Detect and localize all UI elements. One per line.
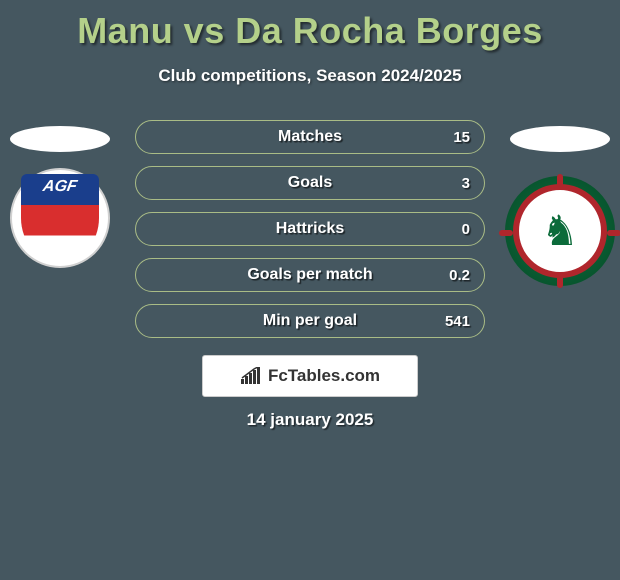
team-left-crest: AGF xyxy=(10,168,110,268)
wheel-peg-icon xyxy=(607,230,620,236)
lion-icon: ♞ xyxy=(541,210,579,252)
brand-box[interactable]: FcTables.com xyxy=(202,355,418,397)
stat-label: Goals xyxy=(288,174,332,192)
wheel-peg-icon xyxy=(557,174,563,188)
player-right-silhouette xyxy=(510,126,610,152)
wheel-peg-icon xyxy=(499,230,513,236)
stat-row: Matches 15 xyxy=(135,120,485,154)
stat-row: Goals 3 xyxy=(135,166,485,200)
stat-right-value: 0 xyxy=(462,221,470,238)
team-right-column: ♞ xyxy=(500,120,620,286)
infographic-container: Manu vs Da Rocha Borges Club competition… xyxy=(0,0,620,580)
team-right-crest: ♞ xyxy=(505,176,615,286)
bar-chart-icon xyxy=(240,367,262,385)
stat-label: Min per goal xyxy=(263,312,357,330)
stat-right-value: 15 xyxy=(453,129,470,146)
subtitle: Club competitions, Season 2024/2025 xyxy=(0,66,620,86)
stat-right-value: 541 xyxy=(445,313,470,330)
date-label: 14 january 2025 xyxy=(0,410,620,430)
wheel-peg-icon xyxy=(557,274,563,288)
stat-row: Hattricks 0 xyxy=(135,212,485,246)
stat-row: Min per goal 541 xyxy=(135,304,485,338)
agf-badge-text: AGF xyxy=(42,178,79,196)
stat-row: Goals per match 0.2 xyxy=(135,258,485,292)
stats-list: Matches 15 Goals 3 Hattricks 0 Goals per… xyxy=(135,120,485,338)
team-left-column: AGF xyxy=(0,120,120,268)
stat-label: Goals per match xyxy=(247,266,372,284)
stat-label: Matches xyxy=(278,128,342,146)
player-left-silhouette xyxy=(10,126,110,152)
stat-label: Hattricks xyxy=(276,220,344,238)
page-title: Manu vs Da Rocha Borges xyxy=(0,0,620,52)
agf-shield: AGF xyxy=(21,174,99,262)
brand-label: FcTables.com xyxy=(268,366,380,386)
stat-right-value: 0.2 xyxy=(449,267,470,284)
stat-right-value: 3 xyxy=(462,175,470,192)
